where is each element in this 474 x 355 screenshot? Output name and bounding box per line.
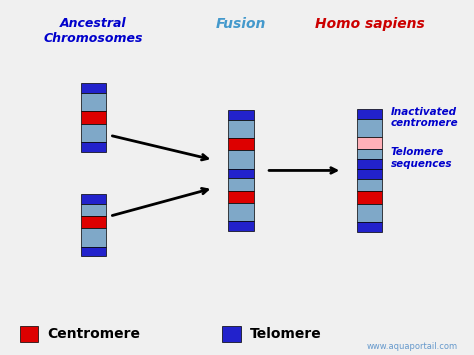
Bar xyxy=(228,169,254,178)
Text: Telomere
sequences: Telomere sequences xyxy=(391,147,452,169)
Bar xyxy=(81,93,106,111)
Bar xyxy=(228,178,254,191)
Bar xyxy=(357,191,383,204)
Text: Fusion: Fusion xyxy=(216,17,266,31)
Bar xyxy=(81,83,106,93)
Text: www.aquaportail.com: www.aquaportail.com xyxy=(366,342,457,351)
Bar xyxy=(357,222,383,232)
Bar xyxy=(228,203,254,222)
Bar xyxy=(81,203,106,216)
Bar xyxy=(357,169,383,179)
Bar xyxy=(81,228,106,246)
Bar xyxy=(228,150,254,169)
Bar xyxy=(81,124,106,142)
Bar xyxy=(357,109,383,119)
Bar xyxy=(20,327,38,342)
Text: Inactivated
centromere: Inactivated centromere xyxy=(391,107,458,129)
Text: Homo sapiens: Homo sapiens xyxy=(315,17,425,31)
Bar xyxy=(81,216,106,228)
Text: Centromere: Centromere xyxy=(47,327,140,341)
Bar xyxy=(228,120,254,138)
Bar xyxy=(357,119,383,137)
Bar xyxy=(357,204,383,222)
Bar xyxy=(357,149,383,159)
Bar xyxy=(228,191,254,203)
Bar xyxy=(357,179,383,191)
Bar xyxy=(81,246,106,256)
Bar xyxy=(357,159,383,169)
Bar xyxy=(357,137,383,149)
Bar xyxy=(222,327,241,342)
Text: Ancestral
Chromosomes: Ancestral Chromosomes xyxy=(44,17,143,45)
Bar xyxy=(81,194,106,203)
Bar xyxy=(81,142,106,152)
Text: Telomere: Telomere xyxy=(250,327,322,341)
Bar xyxy=(228,138,254,150)
Bar xyxy=(228,110,254,120)
Bar xyxy=(228,222,254,231)
Bar xyxy=(81,111,106,124)
